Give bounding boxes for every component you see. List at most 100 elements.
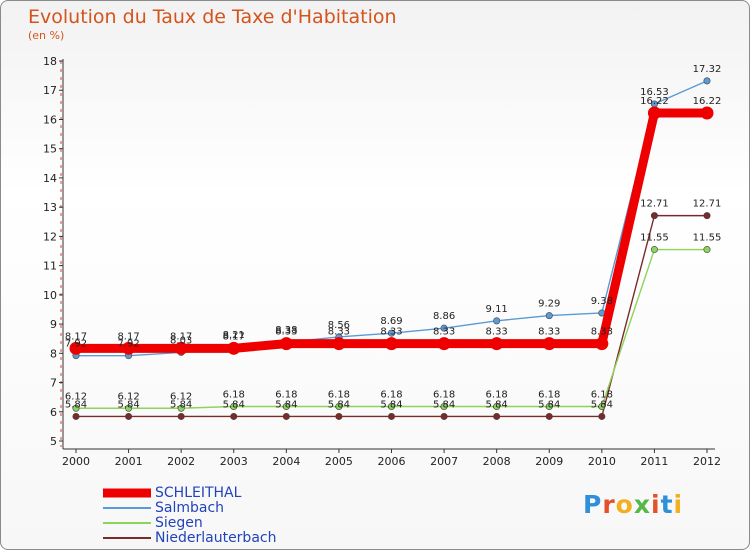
data-label: 9.38: [591, 296, 613, 307]
legend-item-salmbach: Salmbach: [101, 500, 331, 517]
data-point: [700, 106, 714, 120]
x-tick-label: 2001: [115, 455, 143, 468]
data-point: [545, 412, 553, 420]
data-label: 8.17: [223, 331, 245, 342]
data-label: 8.17: [170, 331, 192, 342]
legend-swatch-siegen: [103, 522, 151, 524]
logo-letter: P: [583, 490, 603, 519]
data-label: 5.84: [328, 399, 350, 410]
data-label: 6.18: [275, 390, 297, 401]
data-point: [332, 337, 346, 351]
data-label: 6.18: [380, 390, 402, 401]
legend-item-niederlauterbach: Niederlauterbach: [101, 530, 331, 547]
data-label: 6.18: [486, 390, 508, 401]
data-point: [542, 337, 556, 351]
x-tick-label: 2000: [62, 455, 90, 468]
data-point: [125, 404, 133, 412]
data-label: 6.18: [538, 390, 560, 401]
data-point: [72, 404, 80, 412]
data-label: 8.21: [223, 330, 245, 341]
data-label: 8.38: [275, 325, 297, 336]
data-point: [335, 412, 343, 420]
data-label: 6.12: [170, 391, 192, 402]
y-tick-label: 18: [43, 55, 57, 68]
data-point: [125, 412, 133, 420]
data-point: [647, 106, 661, 120]
data-label: 8.03: [170, 335, 192, 346]
data-point: [703, 77, 711, 85]
data-point: [493, 317, 501, 325]
data-label: 12.71: [693, 199, 722, 210]
logo-letter: i: [673, 490, 684, 519]
data-label: 8.33: [275, 327, 297, 338]
data-label: 8.33: [433, 327, 455, 338]
data-label: 6.12: [65, 391, 87, 402]
y-tick-label: 11: [43, 260, 57, 273]
series-line-schleithal: [71, 108, 712, 353]
data-point: [177, 404, 185, 412]
data-point: [440, 403, 448, 411]
x-tick-label: 2003: [220, 455, 248, 468]
data-point: [387, 403, 395, 411]
data-point: [493, 412, 501, 420]
data-label: 5.84: [433, 399, 455, 410]
legend-label-siegen: Siegen: [155, 515, 203, 531]
data-point: [72, 412, 80, 420]
legend-label-schleithal: SCHLEITHAL: [155, 485, 242, 501]
data-point: [440, 324, 448, 332]
data-label: 5.84: [223, 399, 245, 410]
legend-swatch-schleithal: [103, 488, 151, 498]
data-label: 5.84: [380, 399, 402, 410]
proxiti-logo: Proxiti: [583, 490, 683, 519]
data-label: 5.84: [117, 399, 139, 410]
data-label: 6.18: [328, 390, 350, 401]
legend-swatch-salmbach: [103, 507, 151, 509]
logo-letter: r: [602, 490, 616, 519]
data-point: [335, 403, 343, 411]
x-tick-label: 2005: [325, 455, 353, 468]
y-tick-label: 6: [50, 406, 57, 419]
data-point: [598, 403, 606, 411]
data-label: 5.84: [486, 399, 508, 410]
data-label: 9.29: [538, 299, 560, 310]
data-label: 5.84: [170, 399, 192, 410]
y-tick-label: 8: [50, 347, 57, 360]
y-tick-label: 9: [50, 318, 57, 331]
data-label: 6.18: [223, 390, 245, 401]
data-point: [230, 403, 238, 411]
data-label: 5.84: [591, 399, 613, 410]
data-point: [174, 341, 188, 355]
x-tick-label: 2012: [693, 455, 721, 468]
legend-label-salmbach: Salmbach: [155, 500, 225, 516]
data-label: 7.92: [117, 339, 139, 350]
data-point: [490, 337, 504, 351]
data-point: [385, 337, 398, 351]
data-point: [387, 412, 395, 420]
data-point: [650, 246, 658, 254]
data-label: 8.69: [380, 316, 402, 327]
legend-item-schleithal: SCHLEITHAL: [101, 485, 331, 502]
legend-label-niederlauterbach: Niederlauterbach: [155, 530, 277, 546]
data-point: [227, 341, 241, 355]
data-label: 7.92: [65, 339, 87, 350]
data-label: 8.17: [117, 331, 139, 342]
data-label: 8.33: [380, 327, 402, 338]
data-point: [440, 412, 448, 420]
data-point: [279, 337, 293, 351]
y-tick-label: 17: [43, 84, 57, 97]
logo-letter: x: [633, 490, 651, 519]
data-point: [177, 412, 185, 420]
x-tick-label: 2011: [640, 455, 668, 468]
data-point: [387, 329, 395, 337]
data-label: 9.11: [486, 304, 508, 315]
chart-title: Evolution du Taux de Taxe d'Habitation: [28, 6, 397, 28]
legend-swatch-niederlauterbach: [103, 537, 151, 539]
data-label: 8.33: [538, 327, 560, 338]
y-tick-label: 13: [43, 201, 57, 214]
y-tick-label: 5: [50, 435, 57, 448]
data-point: [545, 403, 553, 411]
data-point: [122, 341, 136, 355]
data-label: 8.33: [591, 327, 613, 338]
logo-letter: o: [615, 490, 634, 519]
